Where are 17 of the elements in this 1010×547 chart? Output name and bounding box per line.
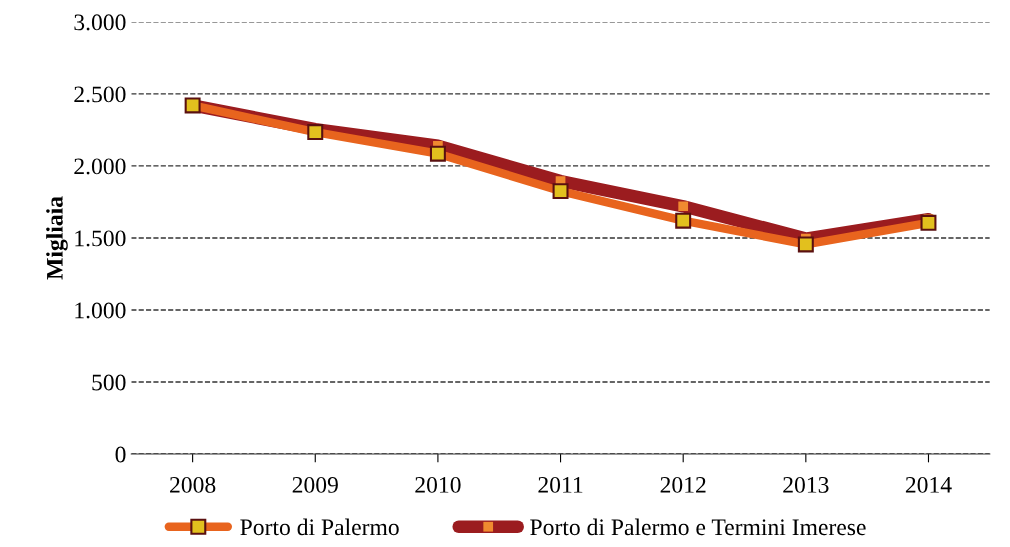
y-tick-label: 2.500	[74, 86, 126, 103]
x-tick-label: 2014	[905, 476, 952, 493]
x-tick-label: 2010	[415, 476, 461, 493]
y-tick-label: 3.000	[74, 14, 126, 31]
y-tick-label: 1.500	[75, 230, 126, 247]
y-tick-label: 2.000	[74, 158, 126, 175]
y-axis-title: Migliaia	[46, 196, 68, 280]
x-tick-label: 2013	[783, 476, 829, 493]
x-tick-label: 2008	[170, 476, 216, 493]
x-tick-label: 2011	[538, 476, 583, 493]
y-tick-label: 500	[92, 374, 126, 391]
x-tick-label: 2012	[660, 476, 706, 493]
legend-label: Porto di Palermo e Termini Imerese	[530, 518, 866, 536]
y-tick-label: 0	[115, 446, 126, 463]
x-tick-label: 2009	[292, 476, 338, 493]
legend-label: Porto di Palermo	[240, 518, 399, 536]
y-tick-label: 1.000	[75, 302, 126, 319]
